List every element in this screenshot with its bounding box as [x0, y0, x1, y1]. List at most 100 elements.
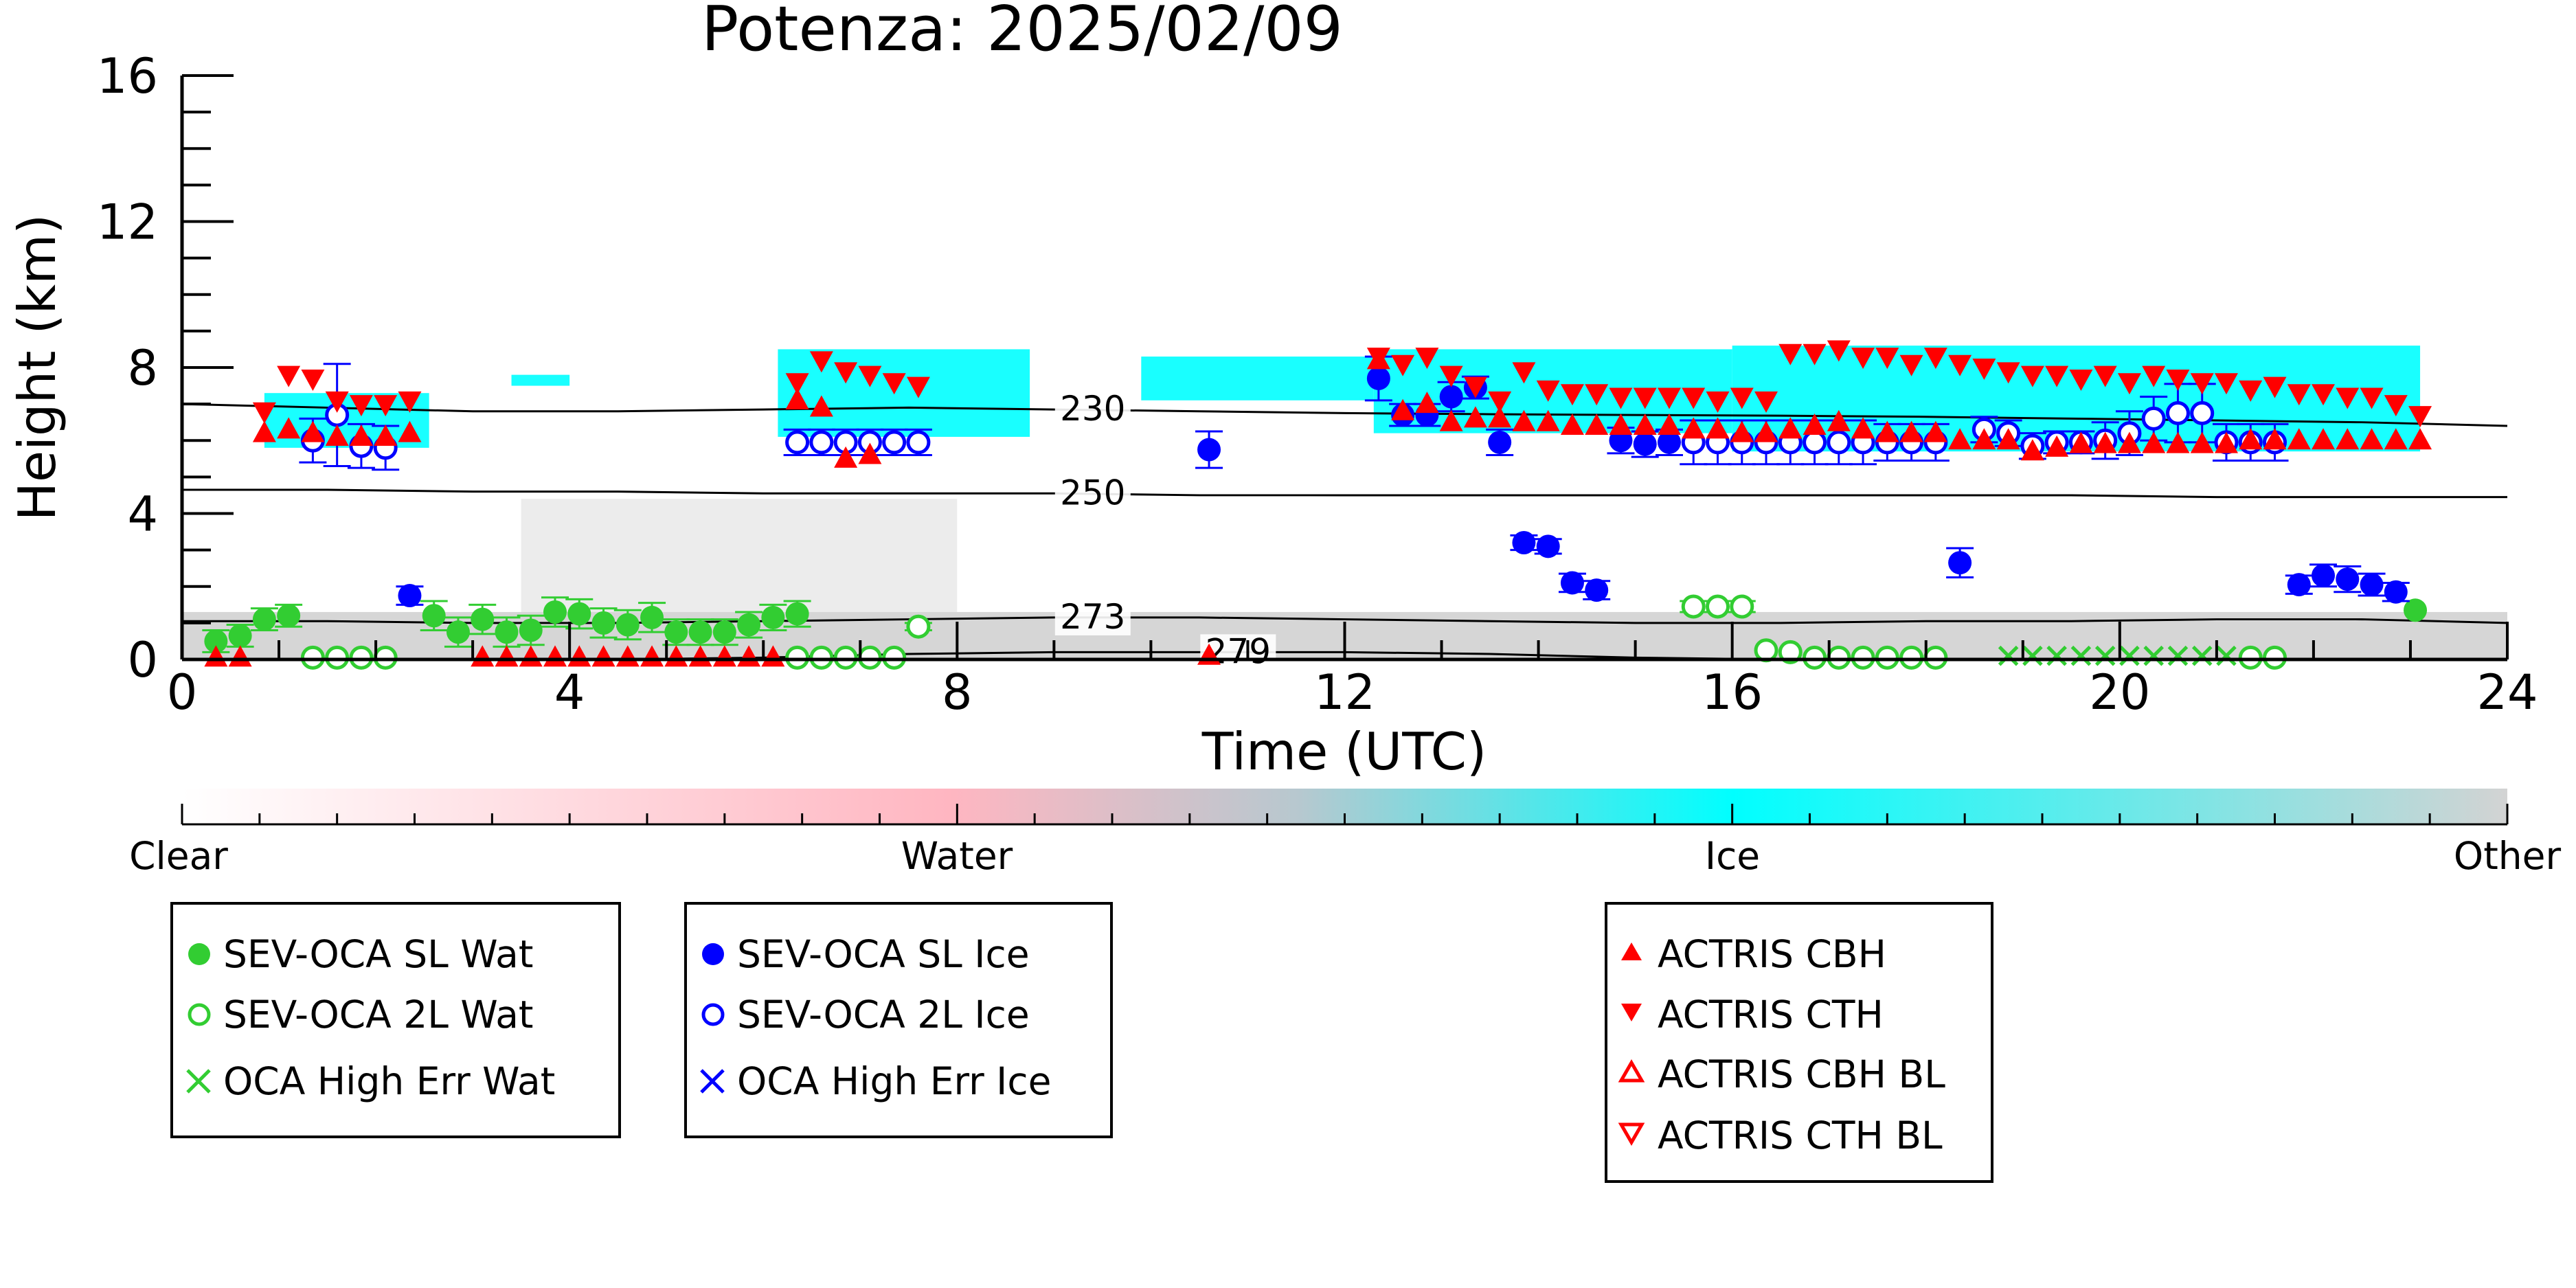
actris-cbh-point [1923, 420, 1947, 442]
legend-label-sl-ice: SEV-OCA SL Ice [737, 932, 1030, 976]
x-tick-label: 24 [2476, 664, 2538, 721]
actris-cbh-point [809, 395, 833, 417]
actris-cbh-point [834, 446, 858, 468]
actris-cbh-point [2360, 428, 2384, 450]
sev-oca-sl-ice-point [2287, 573, 2311, 597]
sev-oca-sl-wat-point [277, 604, 301, 628]
sev-oca-2l-wat-point [1803, 645, 1827, 670]
legend-ice-box [684, 902, 1113, 1138]
actris-cth-point [2166, 369, 2190, 391]
actris-cth-point [398, 391, 422, 413]
oca-high-err-wat-point [2070, 645, 2092, 666]
sev-oca-2l-wat-point [1730, 594, 1754, 619]
sev-oca-2l-wat-point [1754, 638, 1778, 663]
actris-cth-point [1633, 387, 1657, 409]
sev-oca-2l-wat-point [2238, 645, 2263, 670]
legend-marker-2l-ice [701, 1003, 725, 1026]
axes: 0 4 8 12 16 20 24 0 4 8 12 16 [97, 48, 2538, 721]
sev-oca-sl-wat-point [204, 629, 228, 653]
legend-label-cbh-bl: ACTRIS CBH BL [1658, 1052, 1945, 1096]
actris-cth-point [2336, 387, 2360, 409]
oca-high-err-wat-point [2143, 645, 2164, 666]
x-tick-label: 20 [2089, 664, 2150, 721]
sev-oca-sl-wat-point [228, 624, 252, 648]
actris-cbh-point [2020, 439, 2044, 461]
actris-cth-point [1560, 384, 1584, 406]
x-axis-label: Time (UTC) [1201, 721, 1487, 782]
legend-marker-sl-ice [702, 943, 724, 965]
actris-cbh-bl-point [591, 645, 615, 667]
sev-oca-sl-wat-point [761, 605, 785, 629]
actris-cth-point [349, 395, 373, 417]
actris-cth-point [325, 391, 349, 413]
sev-oca-sl-ice-point [1439, 385, 1463, 409]
actris-cbh-bl-point [664, 645, 688, 667]
actris-cth-point [1366, 348, 1390, 370]
oca-high-err-wat-point [2167, 645, 2189, 666]
legend-label-err-wat: OCA High Err Wat [223, 1059, 555, 1103]
sev-oca-2l-ice-point [785, 430, 810, 455]
actris-cth-point [882, 373, 906, 395]
actris-cth-point [858, 365, 882, 387]
actris-cth-point [785, 373, 809, 395]
sev-oca-sl-ice-point [2312, 563, 2336, 587]
oca-high-err-wat-point [2191, 645, 2213, 666]
actris-cth-point [2190, 373, 2214, 395]
sev-oca-2l-wat-point [809, 645, 834, 670]
sev-oca-sl-wat-point [688, 620, 712, 644]
actris-cbh-point [2166, 431, 2190, 453]
colorbar-label-water: Water [901, 834, 1013, 878]
legend-water-box [170, 902, 621, 1138]
actris-cth-point [1923, 348, 1947, 370]
actris-cbh-point [2239, 428, 2263, 450]
legend-marker-err-wat [186, 1069, 211, 1094]
sev-oca-2l-ice-point [2165, 400, 2190, 425]
actris-cbh-point [1682, 417, 1706, 439]
actris-cth-point [1682, 387, 1706, 409]
sev-oca-2l-wat-point [349, 645, 374, 670]
sev-oca-sl-wat-point [567, 602, 591, 626]
actris-cbh-point [1633, 414, 1657, 435]
cloud-other-region [521, 499, 958, 612]
legend-marker-sl-wat [188, 943, 210, 965]
actris-cth-point [1899, 354, 1923, 376]
isotherm-250-line [182, 488, 2507, 499]
actris-cth-point [1657, 387, 1681, 409]
isotherm-label-background [1054, 475, 1131, 512]
actris-cth-point [1415, 348, 1439, 370]
sev-oca-sl-ice-point [2384, 580, 2408, 604]
actris-cth-point [2287, 384, 2311, 406]
sev-oca-sl-ice-point [1366, 366, 1390, 390]
actris-cth-point [1972, 359, 1996, 380]
actris-cbh-point [1585, 414, 1609, 435]
isotherm-279-label: 279 [1206, 631, 1271, 671]
isotherm-273-label: 273 [1060, 597, 1125, 637]
y-tick-label: 12 [97, 194, 158, 251]
actris-cth-point [809, 351, 833, 373]
actris-cbh-point [2190, 431, 2214, 453]
y-tick-label: 16 [97, 48, 158, 104]
sev-oca-sl-wat-point [2404, 598, 2428, 622]
actris-cbh-point [301, 420, 325, 442]
actris-cbh-point [1996, 428, 2020, 450]
legend-marker-cbh-bl [1618, 1059, 1645, 1083]
sev-oca-sl-wat-point [712, 620, 736, 644]
legend-marker-cth [1621, 1004, 1642, 1021]
actris-cth-point [1778, 343, 1803, 365]
actris-cbh-bl-point [495, 645, 519, 667]
actris-cth-point [1391, 354, 1415, 376]
actris-cbh-bl-point [471, 645, 495, 667]
sev-oca-sl-ice-point [1948, 551, 1972, 575]
legend-label-2l-wat: SEV-OCA 2L Wat [223, 993, 534, 1037]
colorbar: Clear Water Ice Other [129, 789, 2561, 878]
actris-cbh-point [252, 420, 276, 442]
sev-oca-sl-wat-point [591, 611, 615, 635]
sev-oca-sl-wat-point [519, 618, 543, 642]
actris-cbh-point [1778, 417, 1803, 439]
sev-oca-2l-wat-point [906, 614, 931, 639]
actris-cbh-point [1439, 409, 1463, 431]
actris-cbh-bl-point [688, 645, 712, 667]
actris-cbh-point [374, 424, 398, 446]
actris-cth-point [2045, 365, 2069, 387]
actris-cbh-bl-point [712, 645, 736, 667]
